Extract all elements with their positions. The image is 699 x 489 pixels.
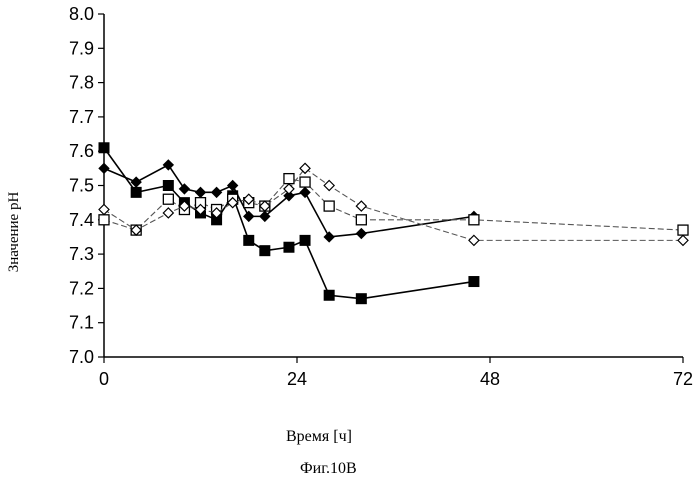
data-point xyxy=(469,235,479,245)
data-point xyxy=(163,181,173,191)
data-point xyxy=(99,215,109,225)
data-point xyxy=(356,294,366,304)
data-point xyxy=(300,163,310,173)
x-tick-label: 24 xyxy=(287,369,307,389)
y-tick-label: 7.6 xyxy=(69,141,94,161)
data-point xyxy=(300,235,310,245)
data-point xyxy=(284,174,294,184)
data-point xyxy=(99,143,109,153)
figure-caption: Фиг.10В xyxy=(300,460,357,478)
series-line xyxy=(104,168,683,240)
data-point xyxy=(163,160,173,170)
data-point xyxy=(356,201,366,211)
y-tick-label: 7.0 xyxy=(69,347,94,367)
data-point xyxy=(196,187,206,197)
x-tick-label: 72 xyxy=(673,369,693,389)
data-point xyxy=(99,205,109,215)
data-point xyxy=(163,208,173,218)
data-point xyxy=(179,184,189,194)
y-axis-label: Значение pH xyxy=(6,192,22,273)
x-tick-label: 0 xyxy=(99,369,109,389)
y-tick-label: 7.8 xyxy=(69,73,94,93)
axes: 7.0 7.1 7.2 7.3 7.4 7.5 7.6 7.7 7.8 7.9 8.0 0 24 48 72 xyxy=(69,4,693,389)
data-point xyxy=(260,246,270,256)
series-line xyxy=(104,179,683,230)
y-tick-label: 7.9 xyxy=(69,38,94,58)
y-tick-label: 7.5 xyxy=(69,176,94,196)
y-tick-label: 7.1 xyxy=(69,313,94,333)
y-tick-label: 8.0 xyxy=(69,4,94,24)
series-1 xyxy=(99,143,479,304)
data-point xyxy=(228,181,238,191)
data-point xyxy=(131,187,141,197)
data-point xyxy=(212,187,222,197)
data-point xyxy=(99,163,109,173)
data-point xyxy=(469,215,479,225)
y-tick-label: 7.7 xyxy=(69,107,94,127)
data-point xyxy=(469,277,479,287)
data-point xyxy=(244,211,254,221)
data-point xyxy=(356,215,366,225)
x-axis-label: Время [ч] xyxy=(286,428,352,446)
x-tick-label: 48 xyxy=(480,369,500,389)
data-point xyxy=(356,229,366,239)
data-point xyxy=(678,225,688,235)
data-point xyxy=(244,235,254,245)
series-2 xyxy=(99,160,479,242)
y-tick-label: 7.2 xyxy=(69,278,94,298)
data-point xyxy=(300,177,310,187)
data-point xyxy=(131,177,141,187)
data-point xyxy=(284,242,294,252)
data-point xyxy=(324,181,334,191)
data-point xyxy=(300,187,310,197)
data-point xyxy=(324,201,334,211)
data-point xyxy=(324,290,334,300)
data-point xyxy=(163,194,173,204)
data-point xyxy=(284,184,294,194)
data-point xyxy=(324,232,334,242)
series-layer xyxy=(99,143,688,304)
y-tick-label: 7.4 xyxy=(69,210,94,230)
series-4 xyxy=(99,163,688,245)
y-tick-label: 7.3 xyxy=(69,244,94,264)
data-point xyxy=(678,235,688,245)
